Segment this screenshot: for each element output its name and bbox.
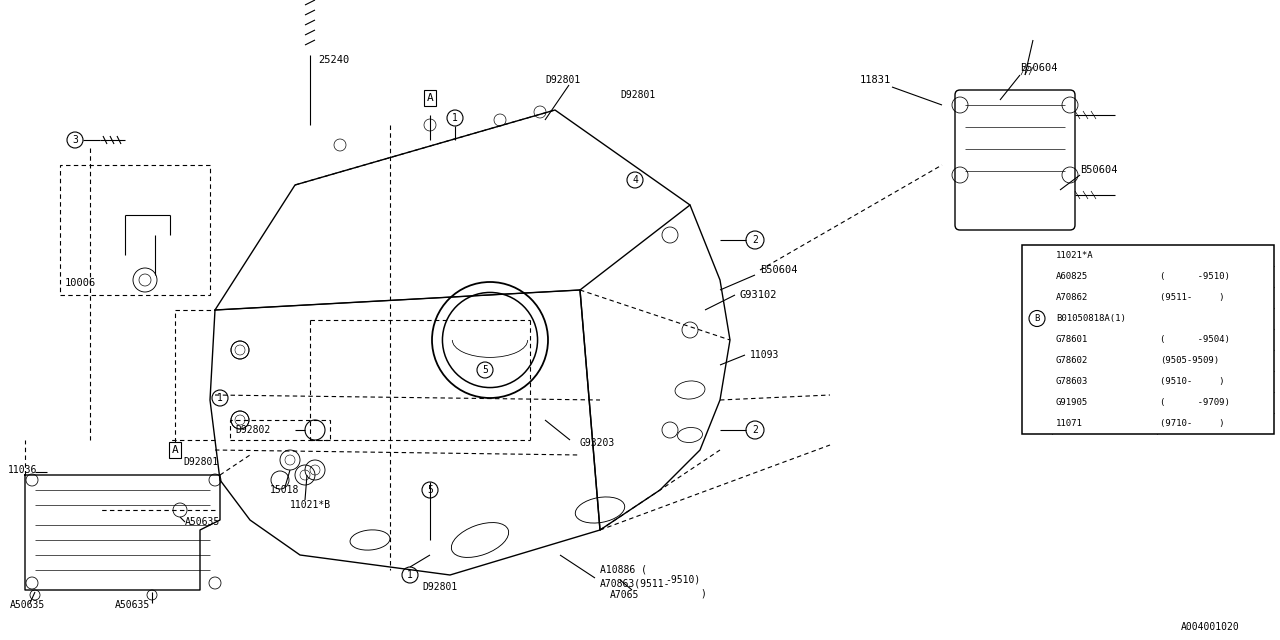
Text: B50604: B50604 (1020, 63, 1057, 73)
Text: 11093: 11093 (750, 350, 780, 360)
Circle shape (746, 421, 764, 439)
Circle shape (1029, 310, 1044, 326)
Text: (      -9510): ( -9510) (1160, 272, 1230, 281)
Text: 25240: 25240 (317, 55, 349, 65)
Text: (9511-     ): (9511- ) (1160, 293, 1225, 302)
Text: (      -9709): ( -9709) (1160, 398, 1230, 407)
Bar (1021, 245, 1274, 434)
Text: -9510): -9510) (666, 575, 700, 585)
Text: A50635: A50635 (186, 517, 220, 527)
Circle shape (1029, 248, 1044, 264)
Text: 10006: 10006 (65, 278, 96, 288)
Text: 5: 5 (428, 485, 433, 495)
Text: 11831: 11831 (860, 75, 891, 85)
Text: 11071: 11071 (1056, 419, 1083, 428)
Text: 1: 1 (452, 113, 458, 123)
Text: 5: 5 (483, 365, 488, 375)
Text: 11021*A: 11021*A (1056, 251, 1093, 260)
Text: (9510-     ): (9510- ) (1160, 377, 1225, 386)
Text: G78603: G78603 (1056, 377, 1088, 386)
Text: 5: 5 (1034, 419, 1039, 428)
Circle shape (1029, 415, 1044, 431)
Text: 2: 2 (753, 425, 758, 435)
Text: A004001020: A004001020 (1181, 622, 1240, 632)
Circle shape (746, 231, 764, 249)
Text: D92801: D92801 (545, 75, 580, 85)
Text: A70862: A70862 (1056, 293, 1088, 302)
Text: A50635: A50635 (10, 600, 45, 610)
Circle shape (402, 567, 419, 583)
Text: 15018: 15018 (270, 485, 300, 495)
Text: D92801: D92801 (183, 457, 219, 467)
Circle shape (422, 482, 438, 498)
Text: A60825: A60825 (1056, 272, 1088, 281)
Circle shape (1029, 353, 1044, 369)
Text: 2: 2 (1034, 293, 1039, 302)
Text: 11021*B: 11021*B (291, 500, 332, 510)
Text: D92801: D92801 (422, 582, 457, 592)
Text: (9710-     ): (9710- ) (1160, 419, 1225, 428)
Circle shape (1029, 289, 1044, 305)
Text: 3: 3 (72, 135, 78, 145)
Bar (230, 420, 330, 440)
Bar (60, 165, 210, 295)
Text: D92801: D92801 (620, 90, 655, 100)
Text: A7065: A7065 (611, 590, 640, 600)
Text: A10886 (: A10886 ( (600, 565, 646, 575)
Text: G93203: G93203 (580, 438, 616, 448)
Circle shape (447, 110, 463, 126)
Circle shape (477, 362, 493, 378)
Text: D92802: D92802 (236, 425, 270, 435)
Circle shape (67, 132, 83, 148)
Text: G91905: G91905 (1056, 398, 1088, 407)
Text: (9505-9509): (9505-9509) (1160, 356, 1219, 365)
Text: 11036: 11036 (8, 465, 37, 475)
Text: 1: 1 (407, 570, 413, 580)
Text: B: B (1034, 314, 1039, 323)
Text: 1: 1 (218, 393, 223, 403)
Text: B50604: B50604 (1080, 165, 1117, 175)
Text: ): ) (700, 588, 705, 598)
Text: 4: 4 (1034, 356, 1039, 365)
Circle shape (627, 172, 643, 188)
Text: 4: 4 (632, 175, 637, 185)
Text: 1: 1 (1034, 251, 1039, 260)
Text: G78601: G78601 (1056, 335, 1088, 344)
Circle shape (212, 390, 228, 406)
Text: (      -9504): ( -9504) (1160, 335, 1230, 344)
Text: G93102: G93102 (740, 290, 777, 300)
Text: A70863(9511-: A70863(9511- (600, 578, 671, 588)
Text: A: A (426, 93, 434, 103)
Text: 2: 2 (753, 235, 758, 245)
Text: B50604: B50604 (760, 265, 797, 275)
Text: G78602: G78602 (1056, 356, 1088, 365)
Text: A: A (172, 445, 178, 455)
Text: B01050818A(1): B01050818A(1) (1056, 314, 1126, 323)
Text: A50635: A50635 (115, 600, 150, 610)
